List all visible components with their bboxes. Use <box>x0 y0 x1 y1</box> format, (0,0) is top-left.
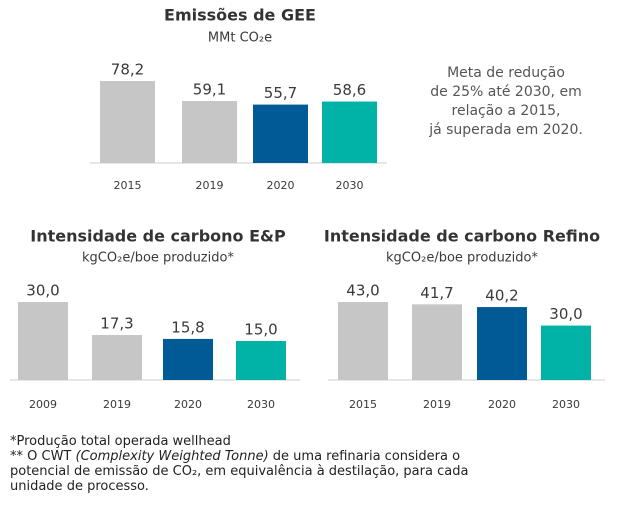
bar <box>182 101 237 163</box>
footnote: *Produção total operada wellhead <box>10 434 231 449</box>
annotation: relação a 2015, <box>452 103 561 119</box>
footnote-part: de uma refinaria considera o potencial d… <box>10 449 469 494</box>
bar <box>412 304 462 380</box>
bar <box>236 341 286 380</box>
category-label: 2020 <box>267 179 295 192</box>
category-label: 2015 <box>349 398 377 411</box>
value-label: 58,6 <box>333 81 366 99</box>
value-label: 40,2 <box>485 287 518 305</box>
bar <box>100 81 155 163</box>
footnotes: *Produção total operada wellhead ** O CW… <box>10 434 510 494</box>
bar <box>163 338 213 380</box>
bar <box>338 302 388 380</box>
value-label: 30,0 <box>26 282 59 300</box>
category-label: 2030 <box>247 398 275 411</box>
value-label: 55,7 <box>264 84 297 102</box>
annotation: já superada em 2020. <box>428 122 583 138</box>
annotation: de 25% até 2030, em <box>430 84 581 100</box>
value-label: 30,0 <box>549 305 582 323</box>
bar <box>253 104 308 163</box>
footnote: ** O CWT (Complexity Weighted Tonne) de … <box>10 449 510 494</box>
category-label: 2009 <box>29 398 57 411</box>
chart-title: Emissões de GEE <box>164 6 316 25</box>
annotation: Meta de redução <box>447 65 565 81</box>
value-label: 78,2 <box>111 61 144 79</box>
bar <box>322 101 377 163</box>
category-label: 2019 <box>423 398 451 411</box>
chart-subtitle: MMt CO₂e <box>208 31 272 46</box>
bar <box>541 325 591 380</box>
category-label: 2030 <box>552 398 580 411</box>
charts: Emissões de GEE MMt CO₂e 78,2 2015 59,1 2019 5… <box>10 6 605 411</box>
bar <box>477 307 527 380</box>
value-label: 59,1 <box>193 81 226 99</box>
bar <box>18 302 68 380</box>
value-label: 15,8 <box>171 318 204 336</box>
footnote-italic: (Complexity Weighted Tonne) <box>75 449 269 464</box>
bar <box>92 335 142 380</box>
footnote-part: ** O CWT <box>10 449 72 464</box>
category-label: 2030 <box>336 179 364 192</box>
chart-subtitle: kgCO₂e/boe produzido* <box>82 251 234 266</box>
value-label: 41,7 <box>420 284 453 302</box>
value-label: 43,0 <box>346 282 379 300</box>
category-label: 2020 <box>488 398 516 411</box>
chart-subtitle: kgCO₂e/boe produzido* <box>386 251 538 266</box>
category-label: 2019 <box>196 179 224 192</box>
chart-title: Intensidade de carbono E&P <box>30 227 286 246</box>
value-label: 15,0 <box>244 321 277 339</box>
value-label: 17,3 <box>100 315 133 333</box>
chart-title: Intensidade de carbono Refino <box>324 227 600 246</box>
category-label: 2015 <box>114 179 142 192</box>
category-label: 2020 <box>174 398 202 411</box>
category-label: 2019 <box>103 398 131 411</box>
